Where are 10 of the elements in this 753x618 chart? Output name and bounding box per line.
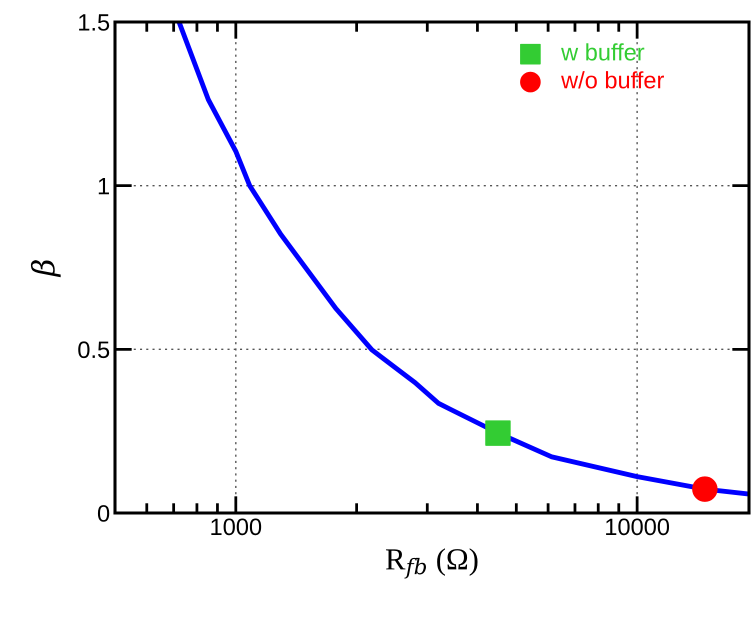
legend-label: w/o buffer xyxy=(561,71,664,89)
y-tick-label: 0 xyxy=(98,505,110,522)
y-tick-label: 1.5 xyxy=(79,14,110,31)
y-axis-title: β xyxy=(30,260,61,278)
y-tick-label: 0.5 xyxy=(78,341,110,358)
x-axis-title: R$_{fb}$ (Ω) xyxy=(386,548,478,579)
y-tick-label: 1 xyxy=(98,178,109,194)
x-tick-label: 1000 xyxy=(211,518,262,536)
x-tick-label: 10000 xyxy=(606,518,670,536)
legend-label: w buffer xyxy=(561,43,644,61)
